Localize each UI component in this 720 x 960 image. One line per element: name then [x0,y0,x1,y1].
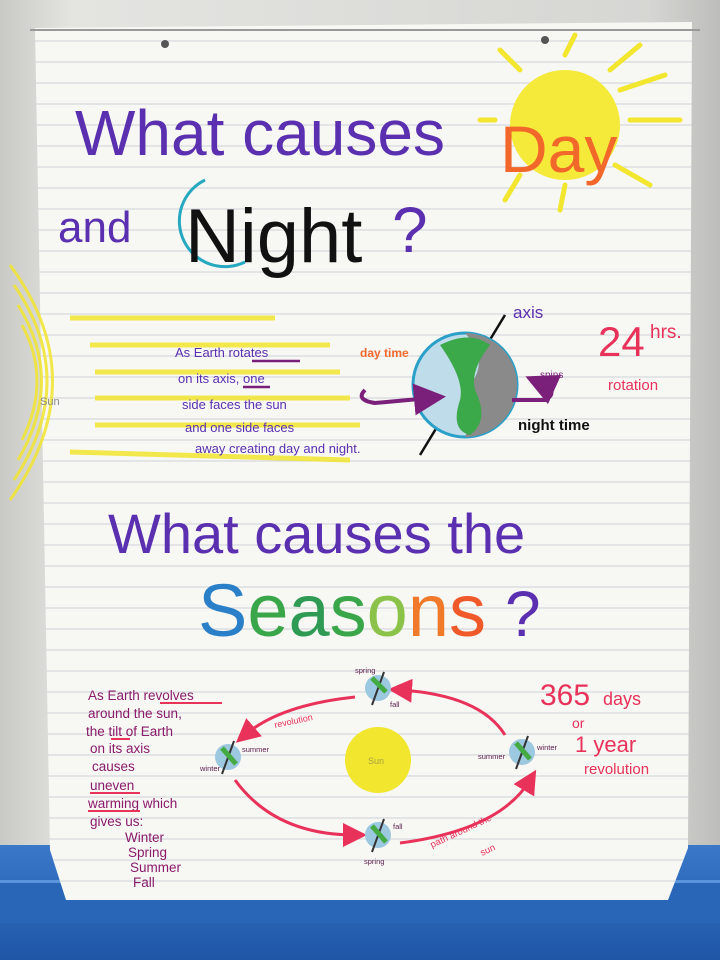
seasons-letter: o [367,569,408,652]
moon-icon [177,178,246,269]
sun-label: Sun [40,396,60,408]
orbit-left-label: summer [242,745,270,754]
orbit-right-label: summer [478,752,506,761]
seasons-letter: e [247,569,288,652]
orbit-top-label: spring [355,666,375,675]
title-what-causes-the: What causes the [108,502,525,565]
orbit-right-label: winter [536,743,558,752]
title-question-mark: ? [392,194,428,266]
seasons-letter: s [330,569,367,652]
earth-icon [215,740,241,775]
orbit-bottom-label: spring [364,857,384,866]
day-time-label: day time [360,346,409,360]
earth-icon [365,818,391,853]
hours-number: 24 [598,318,645,365]
season-list-item: Spring [128,845,167,860]
rotation-line: on its axis, one [178,371,265,386]
orbit-sun-label: Sun [368,756,384,766]
revolution-line: on its axis [90,741,150,756]
earth-icon [509,735,535,770]
night-time-label: night time [518,417,590,434]
seasons-question-mark: ? [505,578,541,650]
rotation-line: side faces the sun [182,397,287,412]
revolution-line: warming which [87,796,177,811]
revolution-line: uneven [90,778,134,793]
sun-drawing [477,32,683,213]
orbit-bottom-label: fall [393,822,403,831]
season-list-item: Fall [133,875,155,890]
revolution-line: causes [92,759,135,774]
year-or: or [572,715,585,731]
rotation-paragraph: As Earth rotates on its axis, one side f… [175,345,361,456]
spins-label: spins [540,370,563,381]
revolution-line: gives us: [90,814,143,829]
seasons-letter: s [449,569,486,652]
hours-unit: hrs. [650,322,682,343]
title-night: Night [185,194,362,279]
title-what-causes: What causes [75,97,445,169]
orbit-sun [345,727,411,793]
revolution-line: around the sun, [88,706,182,721]
orbit-top-label: fall [390,700,400,709]
year-number: 365 [540,679,590,712]
title-day: Day [500,112,617,186]
year-note: 365 days or 1 year revolution [540,679,649,778]
year-days: days [603,689,641,709]
year-one-year: 1 year [575,732,636,757]
seasons-letter: S [198,569,247,652]
rotation-line: away creating day and night. [195,441,361,456]
rotation-line: and one side faces [185,420,295,435]
orbit-left-label: winter [199,764,221,773]
revolution-paragraph: As Earth revolves around the sun, the ti… [86,688,222,890]
title-seasons: Seasons [198,569,486,652]
earth-icon [365,671,391,706]
left-sun-rays [8,264,360,501]
seasons-letter: n [408,569,449,652]
season-list-item: Winter [125,830,165,845]
revolution-line: the tilt of Earth [86,724,173,739]
earth-rotation-diagram: axis day time spins night time 24 hrs. r… [359,303,682,456]
rotation-label: rotation [608,377,658,394]
chart-paper [30,22,700,900]
revolution-line: As Earth revolves [88,688,194,703]
title-and: and [58,203,131,252]
seasons-letter: a [289,569,331,652]
year-revolution: revolution [584,761,649,778]
season-list-item: Summer [130,860,182,875]
axis-label: axis [513,303,543,322]
rotation-line: As Earth rotates [175,345,269,360]
